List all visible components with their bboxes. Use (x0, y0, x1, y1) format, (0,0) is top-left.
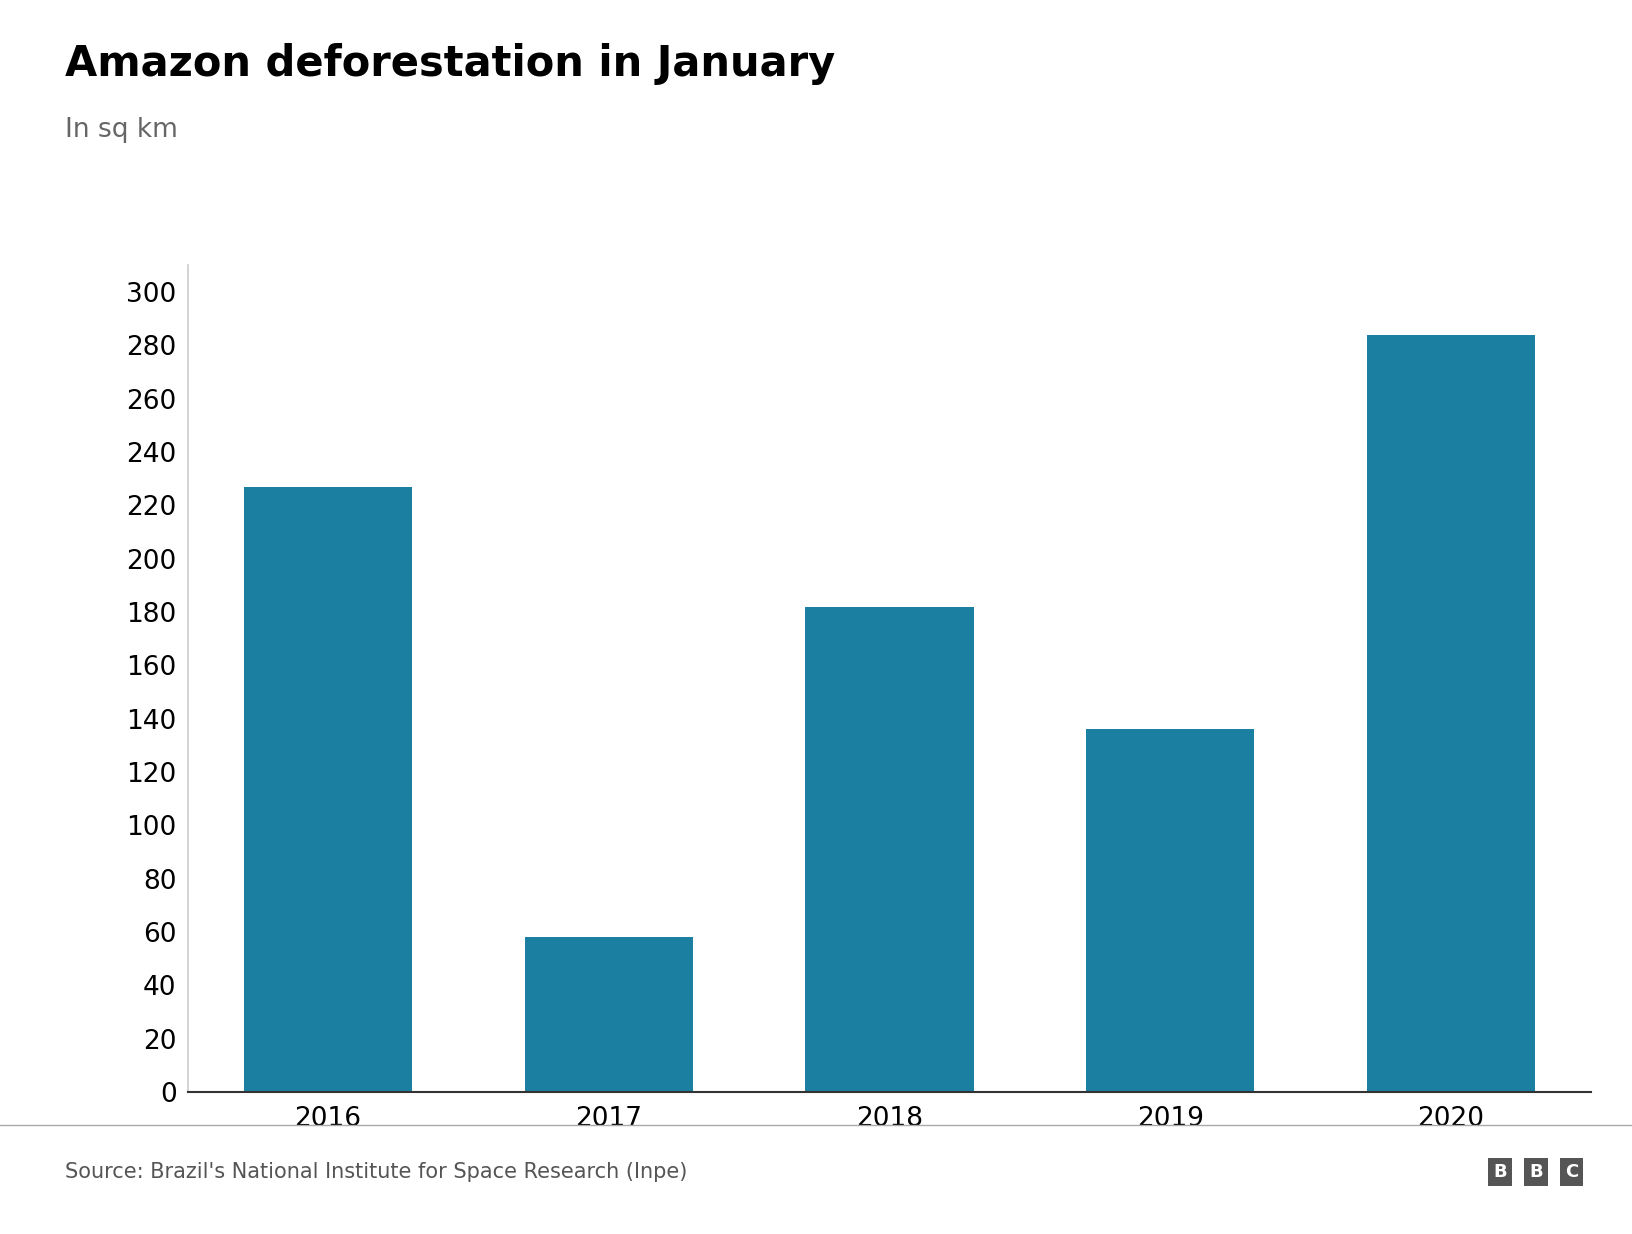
Text: B: B (1529, 1164, 1542, 1181)
Text: B: B (1493, 1164, 1506, 1181)
Text: C: C (1565, 1164, 1578, 1181)
Text: Amazon deforestation in January: Amazon deforestation in January (65, 43, 836, 85)
Bar (1366, 334, 1536, 1092)
Bar (1085, 729, 1255, 1092)
Text: In sq km: In sq km (65, 117, 178, 143)
Bar (805, 607, 974, 1092)
Bar (524, 938, 694, 1092)
Text: Source: Brazil's National Institute for Space Research (Inpe): Source: Brazil's National Institute for … (65, 1162, 687, 1182)
Bar (243, 486, 413, 1092)
